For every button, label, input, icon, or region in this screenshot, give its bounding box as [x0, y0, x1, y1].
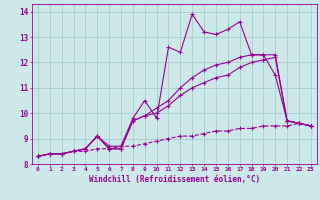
- X-axis label: Windchill (Refroidissement éolien,°C): Windchill (Refroidissement éolien,°C): [89, 175, 260, 184]
